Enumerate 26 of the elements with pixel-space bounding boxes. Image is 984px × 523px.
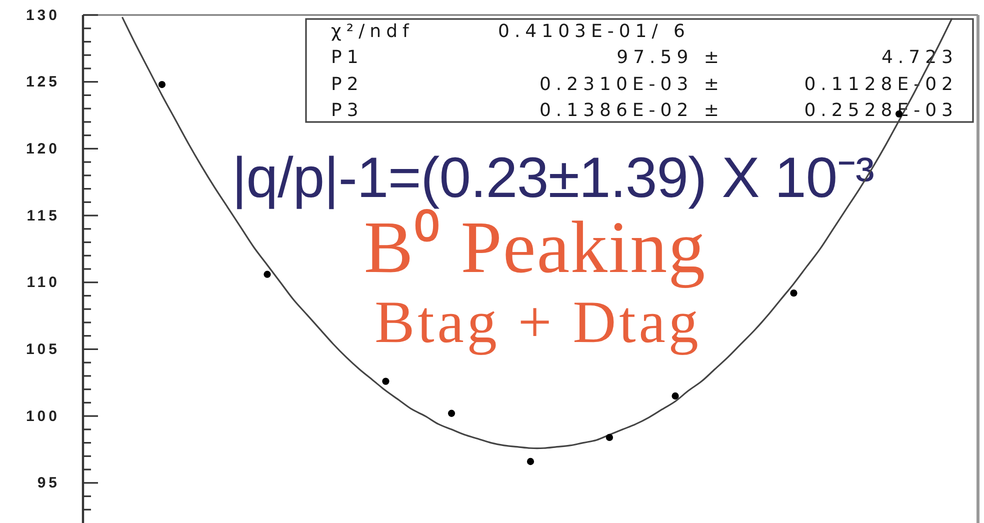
y-tick-label: 100 <box>26 408 60 425</box>
point <box>382 378 390 385</box>
y-tick-label: 130 <box>26 6 60 24</box>
point <box>606 434 614 442</box>
point <box>672 392 679 400</box>
annotation: 0.2310E-03 ± <box>539 74 724 95</box>
point <box>448 410 456 417</box>
point <box>526 458 534 466</box>
y-tick-label: 120 <box>26 140 60 158</box>
annotation: P1 <box>331 47 364 68</box>
y-tick-label: 125 <box>26 74 60 91</box>
annotation: χ²/ndf <box>331 21 414 42</box>
text: Btag + Dtag <box>374 289 702 355</box>
annotation: P3 <box>331 100 364 121</box>
y-tick-label: 95 <box>37 474 60 492</box>
y-tick-label: 110 <box>26 274 60 292</box>
line-series <box>122 16 952 449</box>
annotation: 0.1386E-02 ± <box>539 100 724 121</box>
point <box>264 270 271 278</box>
annotation: P2 <box>331 74 364 95</box>
annotation: 97.59 ± <box>616 47 724 68</box>
y-tick-label: 115 <box>26 207 60 224</box>
annotation: 0.4103E-01/ 6 <box>498 21 690 42</box>
y-tick-label: 105 <box>26 341 60 358</box>
point <box>790 290 798 297</box>
point <box>158 80 166 88</box>
